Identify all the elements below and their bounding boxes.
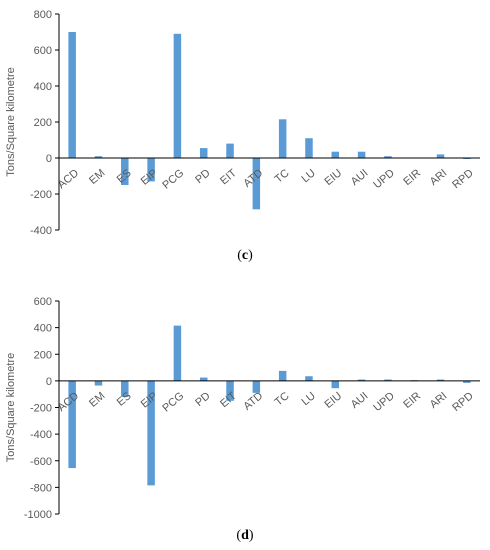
y-tick-label: 0	[46, 153, 52, 165]
bar-ari	[436, 154, 445, 158]
bar-eip	[147, 380, 155, 486]
x-tick-label: TC	[273, 390, 292, 409]
panel-label-c-open: (	[237, 248, 242, 263]
bar-es	[121, 380, 129, 397]
chart-d: -1000 -800 -600 -400 -200 0 200 400 600 Tons/Squa…	[5, 296, 480, 521]
y-tick-label: -800	[30, 482, 52, 494]
bar-upd	[384, 156, 392, 158]
x-tick-label: RPD	[450, 167, 476, 191]
x-tick-label: UPD	[371, 390, 397, 414]
y-tick-label: 600	[34, 45, 52, 57]
x-tick-label: LU	[299, 167, 318, 185]
bar-upd	[384, 379, 392, 381]
x-tick-label: UPD	[371, 167, 397, 191]
x-tick-label: EIT	[218, 167, 239, 187]
x-tick-label: ARI	[428, 390, 450, 411]
panel-label-c: (c)	[0, 248, 490, 264]
x-tick-label: ES	[115, 390, 134, 409]
y-tick-label: 200	[34, 117, 52, 129]
x-tick-label: RPD	[450, 390, 476, 414]
x-tick-label: EIU	[322, 167, 344, 188]
x-tick-label: EIP	[139, 167, 160, 188]
bar-eiu	[331, 380, 340, 389]
x-tick-label: AUI	[349, 390, 371, 411]
y-tick-label: -400	[30, 225, 52, 237]
panel-label-d-letter: d	[241, 528, 249, 543]
x-tick-label: ARI	[428, 167, 450, 188]
bar-ari	[436, 379, 445, 381]
x-tick-label: LU	[299, 390, 318, 408]
chart-c: -400 -200 0 200 400 600 800 Tons/Square kilomet…	[5, 9, 480, 237]
y-tick-label: -1000	[24, 509, 52, 521]
x-tick-label: PD	[193, 390, 212, 409]
bar-pcg	[173, 33, 182, 158]
bar-pcg	[173, 325, 182, 381]
y-tick-label: -400	[30, 429, 52, 441]
bar-atd	[252, 380, 261, 393]
y-axis-title: Tons/Square kilometre	[5, 67, 17, 176]
x-tick-label: EM	[87, 167, 107, 187]
bar-acd	[68, 380, 76, 469]
x-tick-label: ATD	[241, 390, 265, 413]
x-tick-label: PD	[193, 167, 212, 186]
y-tick-label: -600	[30, 456, 52, 468]
bar-em	[94, 156, 103, 158]
x-tick-label: EIP	[139, 390, 160, 411]
panel-label-d-close: )	[248, 528, 254, 543]
x-tick-label: EM	[87, 390, 107, 410]
x-tick-label: TC	[273, 167, 292, 186]
x-tick-label: PCG	[160, 167, 186, 192]
panel-label-d-open: (	[236, 528, 242, 543]
bar-tc	[278, 119, 287, 158]
x-tick-label: EIR	[401, 390, 423, 411]
x-tick-label: EIR	[401, 167, 423, 188]
bar-aui	[357, 151, 366, 158]
bar-rpd	[463, 380, 471, 383]
y-axis-title: Tons/Square kilometre	[5, 353, 17, 462]
bar-lu	[305, 376, 313, 381]
x-tick-label: AUI	[349, 167, 371, 188]
panel-label-d: (d)	[0, 528, 490, 544]
y-tick-label: -200	[30, 189, 52, 201]
panel-label-c-close: )	[248, 248, 253, 263]
y-tick-label: 600	[34, 296, 52, 308]
bar-pd	[199, 148, 208, 158]
y-tick-label: -200	[30, 403, 52, 415]
x-tick-label: ES	[115, 167, 134, 186]
bar-tc	[278, 370, 287, 381]
y-tick-label: 400	[34, 81, 52, 93]
bar-pd	[199, 377, 208, 381]
panel-label-c-letter: c	[241, 248, 249, 263]
y-tick-label: 800	[34, 9, 52, 21]
x-tick-label: EIU	[322, 390, 344, 411]
bar-acd	[68, 32, 76, 158]
bar-eip	[147, 158, 155, 182]
bar-es	[121, 158, 129, 185]
bar-lu	[305, 138, 313, 158]
bar-eit	[226, 380, 234, 401]
bar-eiu	[331, 151, 340, 158]
bar-aui	[357, 379, 366, 381]
y-tick-label: 400	[34, 323, 52, 335]
bar-atd	[252, 158, 261, 210]
x-tick-label: EIT	[218, 390, 239, 410]
bar-eit	[226, 143, 234, 158]
y-tick-label: 200	[34, 349, 52, 361]
y-tick-label: 0	[46, 376, 52, 388]
x-tick-label: PCG	[160, 390, 186, 415]
bar-em	[94, 380, 103, 386]
